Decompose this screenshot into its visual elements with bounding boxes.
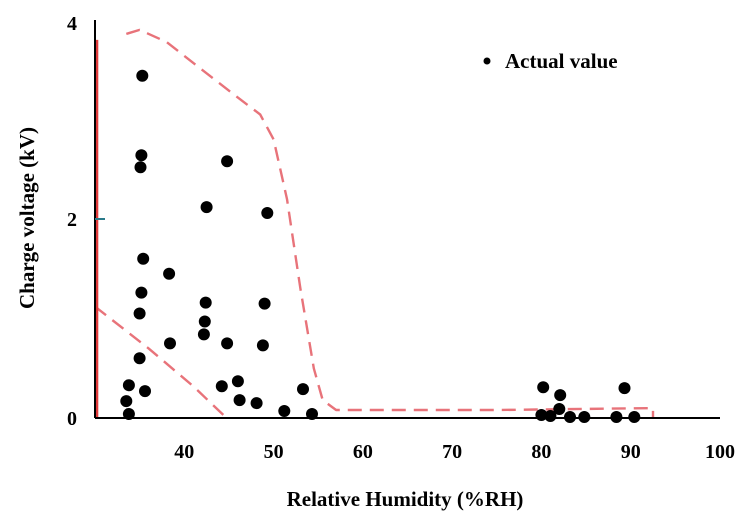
y-axis-title: Charge voltage (kV)	[15, 127, 39, 309]
data-point	[133, 352, 146, 365]
data-point	[297, 383, 309, 396]
data-point	[163, 267, 176, 280]
data-point	[135, 149, 148, 162]
data-point	[233, 394, 246, 407]
axes	[94, 20, 720, 419]
x-tick-label: 40	[174, 441, 194, 463]
x-tick-label: 80	[531, 441, 551, 463]
data-point	[256, 339, 269, 352]
data-point	[231, 375, 244, 388]
data-point	[553, 403, 566, 415]
data-point	[164, 337, 176, 350]
y-tick-label: 0	[67, 408, 77, 430]
annotation-layer	[94, 28, 655, 418]
data-point	[544, 410, 557, 422]
data-point	[198, 315, 211, 328]
data-point	[136, 69, 149, 82]
data-point	[137, 252, 150, 265]
x-tick-label: 70	[442, 441, 462, 463]
legend: Actual value	[483, 49, 618, 73]
data-point	[120, 395, 133, 408]
x-axis-title: Relative Humidity (%RH)	[287, 487, 524, 511]
x-tick-label: 90	[621, 441, 641, 463]
data-point	[261, 207, 274, 219]
data-point	[221, 337, 234, 350]
x-tick-label: 60	[353, 441, 373, 463]
data-point	[197, 328, 210, 341]
data-point	[250, 397, 263, 410]
legend-label: Actual value	[505, 49, 618, 73]
data-point	[221, 155, 234, 168]
data-point	[537, 381, 550, 394]
data-point	[258, 297, 271, 310]
legend-marker	[483, 57, 491, 65]
data-points	[120, 69, 641, 423]
data-point	[215, 380, 228, 393]
data-point	[199, 296, 212, 309]
data-point	[200, 201, 213, 214]
data-point	[618, 382, 631, 395]
data-point	[278, 405, 291, 417]
tick-labels: 40 50 60 70 80 90 100 0 2 4	[67, 13, 735, 463]
x-tick-label: 50	[264, 441, 284, 463]
y-tick-label: 4	[67, 13, 77, 35]
dashed-boundary-line	[94, 305, 226, 417]
dashed-boundary-region	[125, 28, 655, 418]
data-point	[139, 385, 151, 398]
data-point	[135, 286, 148, 299]
data-point	[134, 161, 147, 174]
x-tick-label: 100	[705, 441, 735, 463]
data-point	[554, 389, 567, 402]
data-point	[122, 379, 135, 392]
y-tick-label: 2	[67, 209, 77, 231]
data-point	[133, 307, 146, 320]
